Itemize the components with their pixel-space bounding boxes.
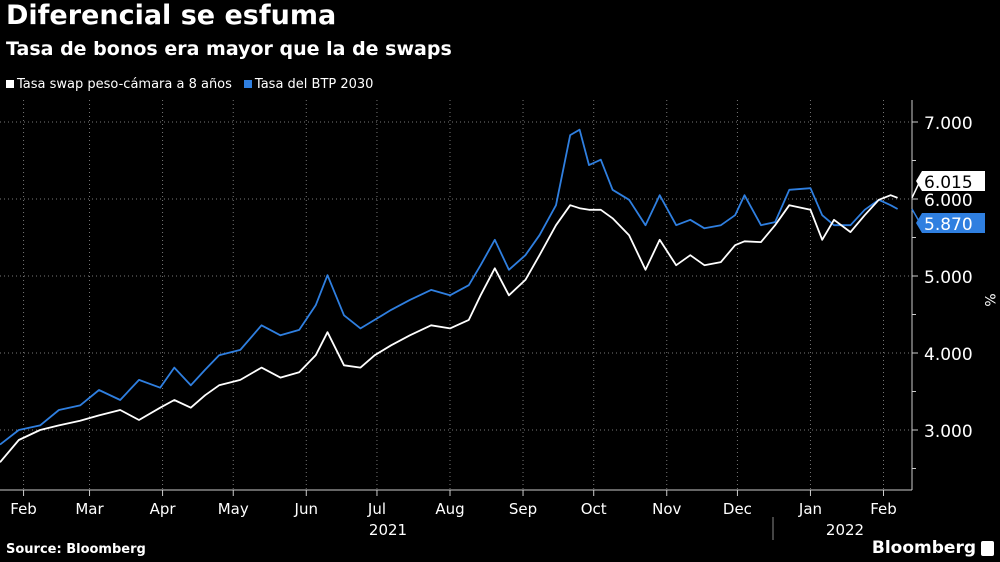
x-tick-label: Mar (75, 500, 104, 518)
last-value-badge (916, 171, 985, 191)
chart-subtitle: Tasa de bonos era mayor que la de swaps (6, 38, 452, 60)
legend-label: Tasa swap peso-cámara a 8 años (17, 77, 232, 92)
legend-swatch-blue (243, 80, 252, 88)
x-tick-label: Nov (652, 500, 681, 518)
last-value-badge (916, 213, 985, 233)
y-tick-label: 5.000 (924, 268, 973, 288)
x-tick-label: May (218, 500, 249, 518)
y-axis-unit: % (981, 293, 997, 306)
y-tick-label: 6.000 (924, 191, 973, 211)
x-tick-label: Oct (581, 500, 607, 518)
y-tick-label: 3.000 (924, 422, 973, 442)
x-tick-label: Feb (870, 500, 897, 518)
x-tick-label: Feb (10, 500, 37, 518)
year-label: 2022 (826, 521, 864, 539)
source-note: Source: Bloomberg (6, 542, 146, 557)
chart-title: Diferencial se esfuma (6, 0, 337, 31)
x-tick-label: Jan (798, 500, 822, 518)
legend-item-swap: Tasa swap peso-cámara a 8 años (6, 77, 232, 92)
x-tick-label: Sep (509, 500, 537, 518)
legend: Tasa swap peso-cámara a 8 años Tasa del … (6, 77, 373, 92)
legend-item-btp: Tasa del BTP 2030 (243, 77, 374, 92)
y-tick-label: 4.000 (924, 345, 973, 365)
last-value-label-btp: 5.870 (911, 208, 985, 235)
year-label: 2021 (369, 521, 407, 539)
y-tick-label: 7.000 (924, 114, 973, 134)
last-value-label-swap: 6.015 (911, 171, 985, 199)
x-tick-label: Apr (150, 500, 177, 518)
series-line-swap (0, 194, 898, 463)
last-value-text: 5.870 (924, 215, 973, 235)
bloomberg-chart-icon (981, 541, 994, 556)
x-tick-label: Jul (367, 500, 386, 518)
legend-label: Tasa del BTP 2030 (254, 77, 374, 92)
bloomberg-logo: Bloomberg (871, 538, 976, 558)
series-line-btp (0, 128, 899, 446)
x-tick-label: Dec (723, 500, 752, 518)
legend-swatch-white (6, 80, 14, 88)
x-tick-label: Aug (435, 500, 464, 518)
x-tick-label: Jun (294, 500, 318, 518)
last-value-text: 6.015 (924, 173, 973, 193)
